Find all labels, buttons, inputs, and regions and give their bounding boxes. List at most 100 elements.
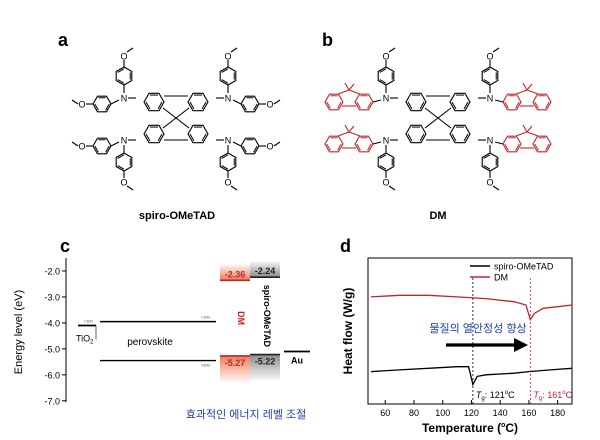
tg2-unit: C bbox=[566, 390, 573, 400]
methoxyphenyl-ring-double-bond bbox=[221, 79, 229, 84]
tg2-symbol: T bbox=[533, 390, 540, 400]
methoxyphenyl-ring-double-bond bbox=[221, 165, 229, 170]
bond bbox=[492, 47, 500, 53]
tg1-value: 121 bbox=[487, 390, 505, 400]
core-ring-double-bond bbox=[463, 101, 469, 110]
energy-y-axis-label: Energy level (eV) bbox=[13, 290, 25, 374]
core-ring-double-bond bbox=[407, 133, 413, 142]
methoxyphenyl-ring-double-bond bbox=[483, 154, 491, 159]
methoxyphenyl-ring-double-bond bbox=[379, 68, 387, 73]
dsc-x-axis-label-degree: o bbox=[501, 422, 505, 429]
core-ring bbox=[449, 124, 471, 144]
bond bbox=[494, 99, 504, 103]
nitrogen-atom: N bbox=[121, 94, 128, 104]
methoxyphenyl-ring-double-bond bbox=[94, 103, 99, 111]
fluorene-ring-double-bond bbox=[367, 101, 372, 109]
bond bbox=[344, 82, 350, 91]
dsc-x-tick-label: 180 bbox=[550, 408, 565, 418]
fluorene-ring bbox=[324, 93, 344, 111]
bond bbox=[437, 117, 452, 129]
dsc-x-tick-label: 60 bbox=[380, 408, 390, 418]
bond bbox=[372, 141, 382, 145]
core-ring-double-bond bbox=[189, 101, 195, 110]
spiro-ometad-label: spiro-OMeTAD bbox=[262, 285, 272, 348]
bond bbox=[388, 47, 396, 53]
spiro-lumo-value: -2.24 bbox=[255, 266, 276, 276]
methoxyphenyl-ring-double-bond bbox=[379, 154, 387, 159]
core-ring-double-bond bbox=[407, 101, 413, 110]
panel-label-d: d bbox=[340, 236, 351, 256]
bond bbox=[232, 141, 242, 147]
core-ring-double-bond bbox=[201, 133, 207, 142]
dsc-x-tick-label: 160 bbox=[521, 408, 536, 418]
bond bbox=[437, 107, 452, 119]
bond bbox=[175, 117, 190, 129]
energy-y-tick-label: -4.0 bbox=[44, 318, 60, 328]
bond bbox=[494, 141, 504, 145]
dsc-x-axis-label-text: Temperature ( bbox=[422, 421, 501, 435]
caption-spiro-ometad: spiro-OMeTAD bbox=[139, 210, 215, 222]
methoxyphenyl-ring bbox=[240, 137, 260, 155]
fluorene-ring-double-bond bbox=[545, 143, 550, 151]
methoxyphenyl-ring-double-bond bbox=[117, 165, 125, 170]
bond bbox=[126, 47, 134, 53]
energy-diagram: -2.0 -3.0 -4.0 -5.0 -6.0 -7.0 Energy level (eV… bbox=[13, 258, 310, 421]
core-ring-double-bond bbox=[157, 101, 163, 110]
nitrogen-atom: N bbox=[383, 136, 390, 146]
fluorene-ring-double-bond bbox=[534, 143, 539, 151]
methoxyphenyl-ring-double-bond bbox=[483, 165, 491, 170]
molecule-spiro-ometad: N O O N O O N O O N O O bbox=[71, 47, 281, 191]
core-ring bbox=[405, 92, 427, 112]
oxygen-atom: O bbox=[120, 52, 127, 62]
bond bbox=[348, 125, 355, 133]
fluorene-ring bbox=[354, 93, 374, 111]
methoxyphenyl-ring-double-bond bbox=[483, 79, 491, 84]
nitrogen-atom: N bbox=[487, 136, 494, 146]
molecule-dm: N O N O N O N O bbox=[324, 47, 552, 191]
methoxyphenyl-ring bbox=[115, 152, 133, 172]
oxygen-atom: O bbox=[224, 178, 231, 188]
tio2-label-subscript: 2 bbox=[90, 340, 94, 346]
fluorene-ring bbox=[502, 135, 522, 153]
bond bbox=[232, 99, 242, 105]
nitrogen-atom: N bbox=[383, 94, 390, 104]
methoxyphenyl-ring bbox=[377, 152, 395, 172]
dsc-y-axis-label: Heat flow (W/g) bbox=[341, 288, 355, 375]
oxygen-atom: O bbox=[486, 52, 493, 62]
dm-label: DM bbox=[236, 311, 246, 325]
oxygen-atom: O bbox=[382, 178, 389, 188]
core-ring bbox=[187, 92, 209, 112]
bond bbox=[515, 89, 528, 95]
nitrogen-atom: N bbox=[225, 94, 232, 104]
nitrogen-atom: N bbox=[225, 136, 232, 146]
fluorene-ring-double-bond bbox=[326, 101, 331, 109]
methoxyphenyl-ring bbox=[115, 66, 133, 86]
methoxyphenyl-ring-double-bond bbox=[253, 145, 258, 153]
energy-y-tick-label: -7.0 bbox=[44, 396, 60, 406]
oxygen-atom: O bbox=[486, 178, 493, 188]
perovskite-cbm-label: CBM bbox=[201, 315, 210, 320]
bond bbox=[273, 141, 281, 147]
fluorene-ring-double-bond bbox=[337, 101, 342, 109]
bond bbox=[372, 99, 382, 103]
oxygen-atom: O bbox=[266, 142, 273, 152]
core-ring bbox=[187, 124, 209, 144]
dsc-series-dm bbox=[370, 294, 573, 322]
fluorene-ring-double-bond bbox=[545, 101, 550, 109]
fluorene-ring-double-bond bbox=[367, 143, 372, 151]
bond bbox=[175, 107, 190, 119]
tg1-degree: o bbox=[505, 390, 509, 396]
nitrogen-atom: N bbox=[487, 94, 494, 104]
tg2-subscript: g bbox=[539, 396, 542, 402]
bond bbox=[344, 124, 350, 133]
bond bbox=[273, 99, 281, 105]
methoxyphenyl-ring-double-bond bbox=[117, 154, 125, 159]
dm-lumo-band bbox=[220, 264, 250, 281]
core-ring bbox=[405, 124, 427, 144]
core-ring-double-bond bbox=[157, 133, 163, 142]
fluorene-ring-double-bond bbox=[326, 143, 331, 151]
bond bbox=[424, 107, 439, 119]
methoxyphenyl-ring-double-bond bbox=[105, 145, 110, 153]
bond bbox=[522, 82, 528, 91]
bond bbox=[424, 117, 439, 129]
